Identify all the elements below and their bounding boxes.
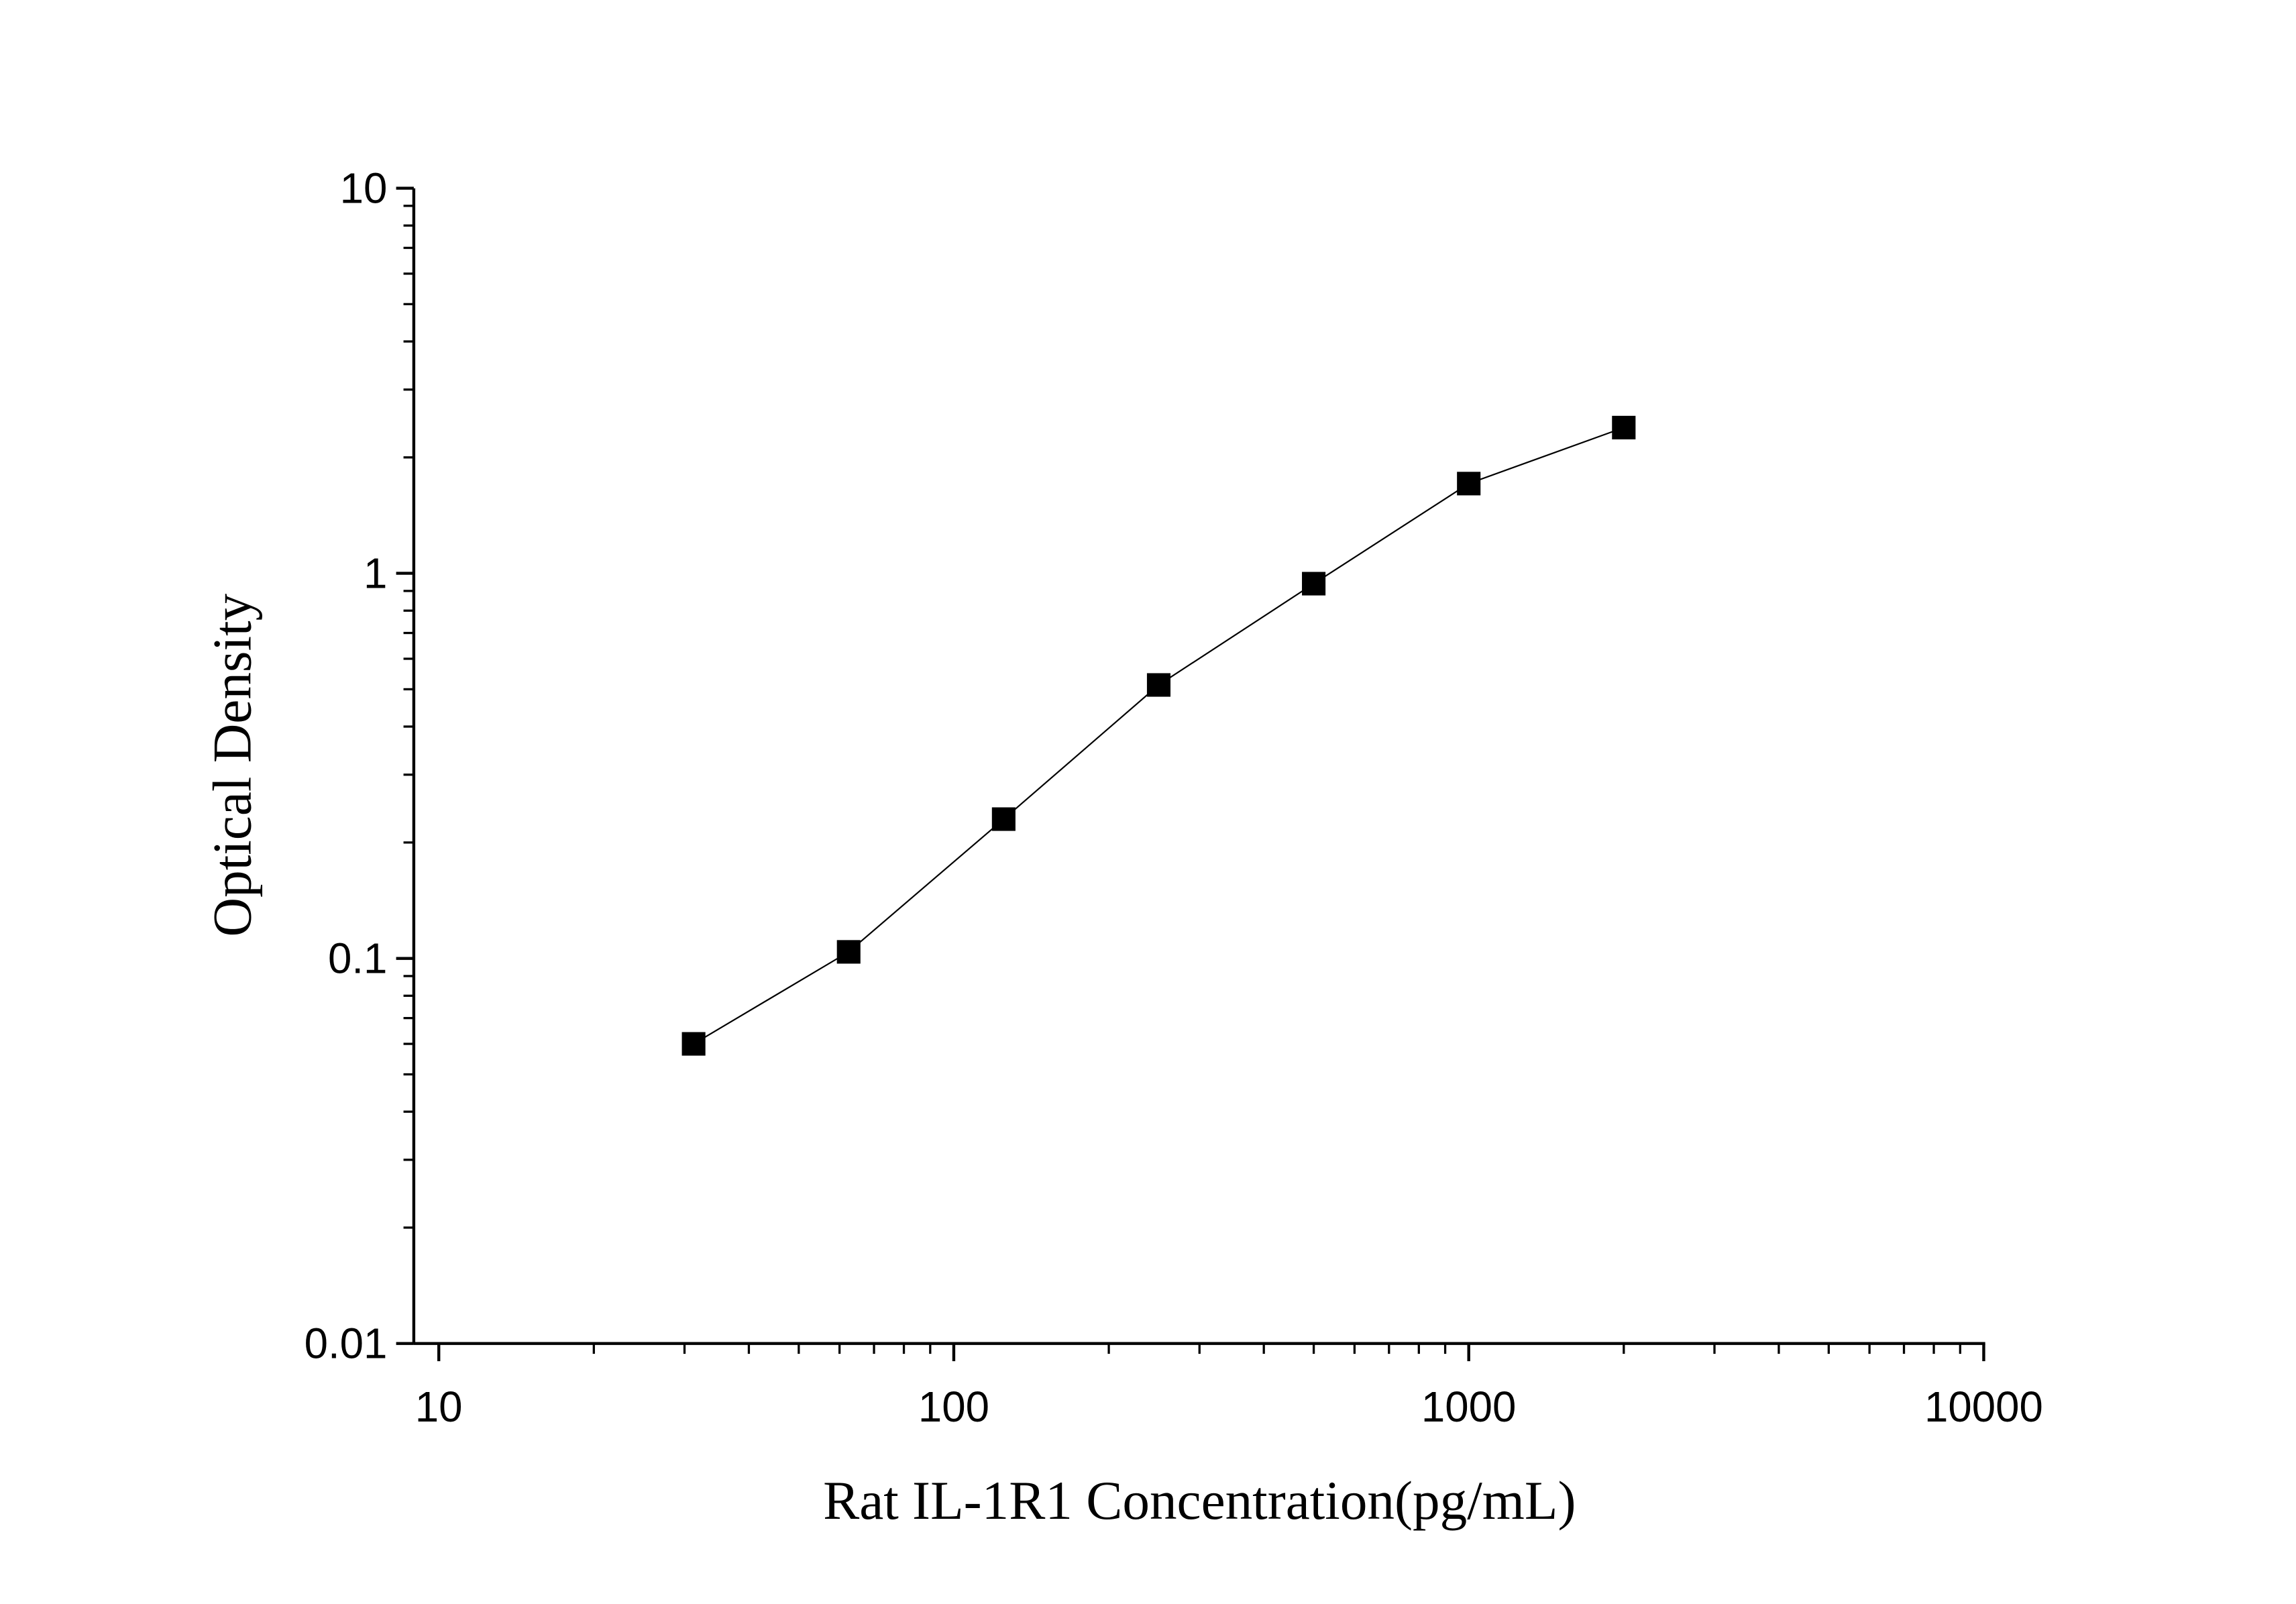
- y-tick-label: 0.1: [328, 935, 387, 983]
- x-tick-label: 100: [918, 1383, 989, 1431]
- series: [681, 415, 1636, 1056]
- y-axis-title: Optical Density: [202, 593, 262, 937]
- data-point: [1457, 472, 1481, 496]
- ticks: 10 100 1000 10000 0.01 0.1 1 10: [305, 164, 2043, 1431]
- x-tick-label: 10000: [1924, 1383, 2043, 1431]
- data-point: [836, 940, 861, 964]
- series-line: [693, 427, 1625, 1045]
- x-tick-label: 1000: [1421, 1383, 1517, 1431]
- data-point: [1302, 572, 1326, 596]
- y-tick-label: 10: [340, 164, 388, 212]
- axes: [412, 188, 1985, 1345]
- data-point: [991, 807, 1016, 831]
- y-tick-label: 1: [364, 550, 387, 598]
- data-point: [1612, 415, 1636, 439]
- data-point: [1146, 673, 1171, 697]
- x-axis-title: Rat IL-1R1 Concentration(pg/mL): [823, 1471, 1576, 1531]
- data-point: [681, 1032, 706, 1056]
- y-tick-label: 0.01: [305, 1320, 388, 1368]
- x-tick-label: 10: [415, 1383, 463, 1431]
